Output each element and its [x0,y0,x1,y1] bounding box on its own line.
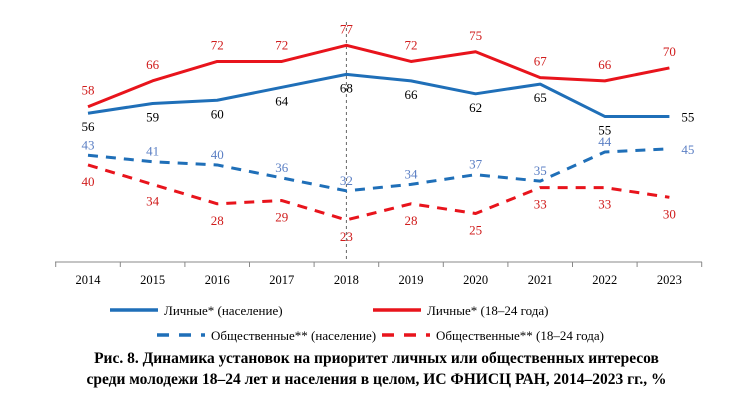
data-label: 55 [598,122,611,137]
x-tick-label: 2014 [76,273,102,287]
legend-label-0: Личные* (население) [164,303,283,318]
data-label: 40 [82,174,95,189]
data-label: 35 [534,163,547,178]
data-label: 77 [340,21,354,36]
data-label: 29 [275,210,288,225]
data-label: 70 [663,44,676,59]
data-label: 40 [211,147,224,162]
data-label: 34 [146,193,160,208]
caption-line-2: среди молодежи 18–24 лет и населения в ц… [86,371,667,388]
data-label: 43 [82,137,95,152]
data-label: 44 [598,134,612,149]
data-label: 72 [211,37,224,52]
x-tick-label: 2017 [269,273,294,287]
data-label: 36 [275,160,289,175]
data-label: 56 [82,119,96,134]
data-label: 34 [405,166,419,181]
x-tick-label: 2022 [592,273,617,287]
data-label: 37 [469,157,483,172]
data-label: 30 [663,206,676,221]
series-line-0 [87,72,670,118]
data-label: 72 [405,37,418,52]
legend-label-1: Личные* (18–24 года) [427,303,548,318]
x-tick-label: 2020 [463,273,488,287]
legend-label-2: Общественные** (население) [211,328,376,343]
data-label: 62 [469,100,482,115]
data-label: 25 [469,222,482,237]
data-label: 66 [598,57,612,72]
data-label: 66 [405,87,419,102]
data-label: 28 [211,213,224,228]
data-label: 32 [340,173,353,188]
data-label: 72 [275,37,288,52]
caption-line-1: Рис. 8. Динамика установок на приоритет … [94,350,659,367]
x-tick-label: 2018 [334,273,359,287]
series-line-2 [87,147,670,193]
x-tick-label: 2019 [399,273,424,287]
data-label: 28 [405,213,418,228]
data-label: 75 [469,28,482,43]
data-label: 55 [681,109,694,124]
data-label: 33 [598,197,611,212]
series-line-1 [87,43,670,109]
data-label: 68 [340,80,353,95]
data-label: 45 [681,142,694,157]
data-label: 64 [275,93,289,108]
x-tick-label: 2016 [205,273,230,287]
data-label: 60 [211,106,224,121]
x-tick-label: 2023 [657,273,682,287]
data-label: 23 [340,229,353,244]
data-label: 58 [82,83,95,98]
data-label: 33 [534,197,547,212]
data-label: 66 [146,57,160,72]
series-line-3 [87,163,670,222]
data-label: 59 [146,110,159,125]
x-tick-label: 2021 [528,273,553,287]
data-label: 65 [534,90,547,105]
x-tick-label: 2015 [140,273,165,287]
data-label: 41 [146,144,159,159]
legend-label-3: Общественные** (18–24 года) [436,328,604,343]
data-label: 67 [534,54,548,69]
